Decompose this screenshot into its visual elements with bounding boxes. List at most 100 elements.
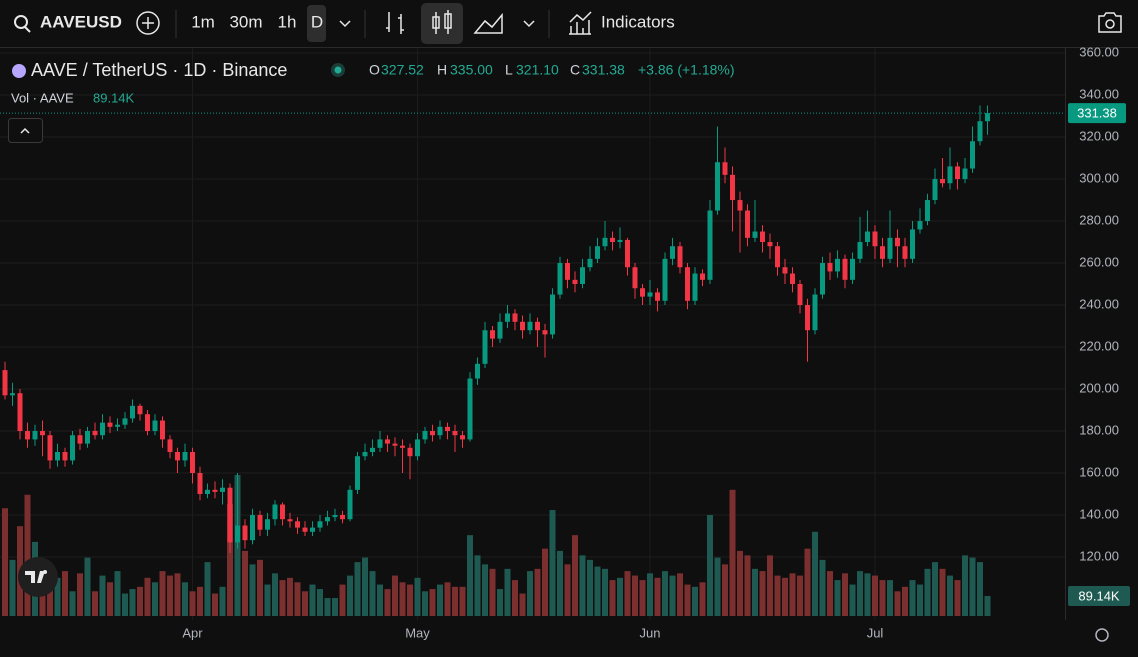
candle-body bbox=[730, 174, 735, 201]
toolbar bbox=[0, 0, 1138, 47]
candle-body bbox=[925, 200, 930, 222]
volume-bar bbox=[677, 573, 683, 616]
interval[interactable]: 1m bbox=[191, 12, 215, 31]
add-symbol[interactable] bbox=[136, 11, 160, 35]
volume-bar bbox=[294, 582, 301, 616]
volume-bar bbox=[692, 586, 698, 616]
volume-bar bbox=[422, 591, 428, 616]
volume-bar bbox=[437, 584, 443, 616]
candle-body bbox=[602, 237, 608, 247]
volume-bar bbox=[572, 535, 578, 616]
candle-body bbox=[182, 452, 188, 461]
dropdown[interactable] bbox=[523, 20, 535, 28]
search-icon[interactable] bbox=[14, 15, 28, 29]
candle-body bbox=[572, 279, 578, 285]
volume-bar bbox=[407, 584, 413, 616]
candle-body bbox=[2, 370, 8, 396]
volume-bar bbox=[872, 575, 878, 616]
volume-bar bbox=[467, 535, 473, 616]
volume-bar bbox=[924, 568, 931, 616]
volume-bar bbox=[182, 582, 188, 616]
candle-body bbox=[782, 267, 788, 274]
volume-bar bbox=[744, 555, 751, 616]
volume-bar bbox=[804, 548, 811, 616]
bars-icon[interactable] bbox=[386, 12, 404, 34]
volume-bar bbox=[752, 568, 758, 616]
candles-active[interactable] bbox=[421, 3, 463, 44]
y-tick-label: 220.00 bbox=[1079, 338, 1119, 353]
candle-body bbox=[610, 237, 615, 243]
volume-bar bbox=[609, 580, 616, 616]
candle-body bbox=[445, 426, 450, 432]
candle-body bbox=[955, 166, 960, 180]
candle-body bbox=[85, 431, 90, 444]
candle-body bbox=[482, 330, 488, 364]
candle-body bbox=[55, 452, 60, 461]
market-status bbox=[334, 66, 342, 74]
candle-body bbox=[970, 141, 975, 169]
candle-body bbox=[715, 162, 720, 211]
candle-body bbox=[790, 273, 795, 285]
volume-bar bbox=[429, 589, 436, 616]
candle-body bbox=[295, 521, 300, 528]
candle-body bbox=[17, 393, 23, 432]
volume-bar bbox=[324, 598, 331, 616]
symbol-logo bbox=[12, 64, 26, 78]
candle-body bbox=[752, 231, 758, 238]
volume-bar bbox=[602, 568, 608, 616]
camera-icon bbox=[1105, 19, 1115, 29]
volume-bar bbox=[167, 575, 173, 616]
volume-bar bbox=[362, 557, 368, 616]
volume-bar bbox=[849, 584, 856, 616]
volume-bar bbox=[77, 573, 83, 616]
candle-body bbox=[92, 431, 98, 436]
ohlc-label: C bbox=[570, 62, 580, 78]
volume-bar bbox=[722, 564, 728, 616]
volume-value: 89.14K bbox=[93, 90, 135, 105]
candle-body bbox=[10, 393, 15, 396]
volume-bar bbox=[879, 580, 886, 616]
interval[interactable]: D bbox=[311, 12, 323, 31]
candle-body bbox=[280, 504, 285, 520]
indicators-icon bbox=[569, 11, 592, 35]
camera-icon[interactable] bbox=[1098, 12, 1122, 33]
volume-bar bbox=[969, 557, 976, 616]
candle-body bbox=[587, 258, 593, 268]
candle-body bbox=[692, 273, 698, 301]
volume-bar bbox=[827, 571, 833, 616]
candle-body bbox=[700, 273, 705, 280]
area-icon[interactable] bbox=[473, 12, 503, 34]
candle-body bbox=[805, 305, 810, 331]
price-axis: 120.00 140.00 160.00 180.00 200.00 220.00 240.… bbox=[1065, 44, 1138, 652]
candle-body bbox=[47, 435, 53, 461]
candle-body bbox=[535, 321, 540, 331]
volume-pane bbox=[2, 475, 991, 616]
volume-bar bbox=[137, 586, 143, 616]
tv-logo[interactable] bbox=[18, 557, 58, 597]
candle-body bbox=[190, 452, 195, 474]
interval[interactable]: 30m bbox=[229, 12, 262, 31]
candle-body bbox=[205, 489, 210, 495]
symbol[interactable]: AAVEUSD bbox=[40, 12, 122, 31]
candle-body bbox=[737, 200, 743, 211]
settings-icon[interactable] bbox=[1095, 628, 1109, 642]
candle-body bbox=[400, 445, 405, 448]
volume-bar bbox=[932, 562, 938, 616]
candle-body bbox=[760, 231, 765, 243]
volume-bar bbox=[759, 571, 766, 616]
candle-body bbox=[220, 487, 225, 492]
volume-bar bbox=[309, 584, 316, 616]
dropdown[interactable] bbox=[339, 20, 351, 28]
candle-body bbox=[677, 246, 683, 268]
candle-body bbox=[940, 179, 945, 184]
candle-body bbox=[115, 424, 120, 427]
interval[interactable]: 1h bbox=[278, 12, 297, 31]
candle-body bbox=[347, 489, 353, 520]
x-tick-label: Jun bbox=[640, 625, 661, 640]
volume-bar bbox=[564, 564, 571, 616]
ohlc-label: H bbox=[437, 62, 447, 78]
indicators[interactable]: Indicators bbox=[601, 12, 675, 31]
